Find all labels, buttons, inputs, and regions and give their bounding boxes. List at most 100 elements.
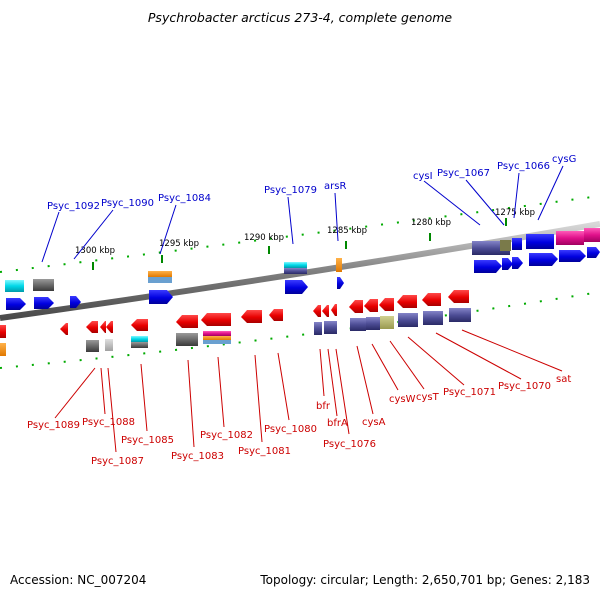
gene-block[interactable] <box>380 316 394 329</box>
gene-block[interactable] <box>512 238 522 250</box>
gene-label-psyc-1089[interactable]: Psyc_1089 <box>27 420 80 431</box>
kbp-label: 1290 kbp <box>244 233 284 243</box>
gene-arrow[interactable] <box>313 305 321 317</box>
gene-arrow[interactable] <box>559 250 586 262</box>
gene-block[interactable] <box>526 234 554 249</box>
gene-arrow[interactable] <box>529 253 558 266</box>
gene-arrow[interactable] <box>241 310 262 323</box>
gene-block[interactable] <box>398 313 418 327</box>
gene-block[interactable] <box>284 268 307 274</box>
gene-block[interactable] <box>176 333 198 346</box>
gene-label-psyc-1090[interactable]: Psyc_1090 <box>101 198 154 209</box>
gene-label-cysa[interactable]: cysA <box>362 417 386 428</box>
gene-arrow[interactable] <box>448 290 469 303</box>
gene-label-cysw[interactable]: cysW <box>389 394 416 405</box>
kbp-label: 1295 kbp <box>159 239 199 249</box>
gene-label-psyc-1066[interactable]: Psyc_1066 <box>497 161 550 172</box>
gene-arrow[interactable] <box>100 321 106 333</box>
gene-arrow[interactable] <box>86 321 98 333</box>
gene-block[interactable] <box>203 331 231 336</box>
gene-arrow[interactable] <box>201 313 231 326</box>
gene-label-psyc-1079[interactable]: Psyc_1079 <box>264 185 317 196</box>
gene-label-psyc-1070[interactable]: Psyc_1070 <box>498 381 551 392</box>
gene-arrow[interactable] <box>397 295 417 308</box>
gene-arrow[interactable] <box>322 305 329 317</box>
gene-label-psyc-1071[interactable]: Psyc_1071 <box>443 387 496 398</box>
gene-block[interactable] <box>5 280 24 292</box>
gene-label-psyc-1087[interactable]: Psyc_1087 <box>91 456 144 467</box>
gene-arrow[interactable] <box>422 293 441 306</box>
gene-label-psyc-1080[interactable]: Psyc_1080 <box>264 424 317 435</box>
gene-label-cysi[interactable]: cysI <box>413 171 433 182</box>
gene-arrow[interactable] <box>364 299 378 312</box>
gene-label-bfra[interactable]: bfrA <box>327 418 348 429</box>
gene-arrow[interactable] <box>349 300 363 313</box>
gene-block[interactable] <box>131 342 148 348</box>
gene-block[interactable] <box>350 318 366 331</box>
gene-arrow[interactable] <box>331 304 337 316</box>
gene-block[interactable] <box>148 277 172 283</box>
gene-label-psyc-1081[interactable]: Psyc_1081 <box>238 446 291 457</box>
gene-arrow[interactable] <box>474 260 502 273</box>
gene-label-psyc-1067[interactable]: Psyc_1067 <box>437 168 490 179</box>
gene-label-psyc-1085[interactable]: Psyc_1085 <box>121 435 174 446</box>
gene-arrow[interactable] <box>502 258 513 270</box>
gene-arrow[interactable] <box>337 277 344 289</box>
gene-block[interactable] <box>148 271 172 277</box>
gene-arrow[interactable] <box>106 321 113 333</box>
gene-block[interactable] <box>423 311 443 325</box>
gene-arrow[interactable] <box>34 297 54 309</box>
gene-label-sat[interactable]: sat <box>556 374 571 385</box>
kbp-label: 1300 kbp <box>75 246 115 256</box>
gene-block[interactable] <box>105 339 113 351</box>
forward-genes <box>5 228 600 310</box>
gene-block[interactable] <box>449 308 471 322</box>
gene-block[interactable] <box>314 322 322 335</box>
reverse-genes <box>0 290 471 356</box>
gene-block[interactable] <box>500 240 511 251</box>
gene-arrow[interactable] <box>6 298 26 310</box>
gene-arrow[interactable] <box>131 319 148 331</box>
gene-arrow[interactable] <box>0 325 6 338</box>
gene-block[interactable] <box>203 336 231 340</box>
gene-label-psyc-1088[interactable]: Psyc_1088 <box>82 417 135 428</box>
gene-arrow[interactable] <box>285 280 308 294</box>
topology-text: Topology: circular; Length: 2,650,701 bp… <box>260 573 590 587</box>
kbp-label: 1285 kbp <box>327 226 367 236</box>
gene-block[interactable] <box>336 258 342 272</box>
gene-block[interactable] <box>0 343 6 356</box>
gene-label-psyc-1092[interactable]: Psyc_1092 <box>47 201 100 212</box>
gene-arrow[interactable] <box>512 257 523 269</box>
kbp-label: 1280 kbp <box>411 218 451 228</box>
gene-block[interactable] <box>86 340 99 352</box>
reverse-leader-lines <box>54 329 563 453</box>
gene-block[interactable] <box>284 262 307 268</box>
gene-label-psyc-1084[interactable]: Psyc_1084 <box>158 193 211 204</box>
gene-label-psyc-1076[interactable]: Psyc_1076 <box>323 439 376 450</box>
gene-block[interactable] <box>366 317 380 330</box>
gene-block[interactable] <box>324 321 331 334</box>
gene-block[interactable] <box>203 340 231 344</box>
gene-label-bfr[interactable]: bfr <box>316 401 331 412</box>
gene-block[interactable] <box>33 279 54 291</box>
gene-arrow[interactable] <box>379 298 394 311</box>
gene-arrow[interactable] <box>176 315 198 328</box>
gene-label-psyc-1082[interactable]: Psyc_1082 <box>200 430 253 441</box>
gene-arrow[interactable] <box>60 323 68 335</box>
gene-label-cyst[interactable]: cysT <box>416 392 440 403</box>
gene-label-cysg[interactable]: cysG <box>552 154 576 165</box>
gene-arrow[interactable] <box>70 296 81 308</box>
gene-label-psyc-1083[interactable]: Psyc_1083 <box>171 451 224 462</box>
gene-arrow[interactable] <box>149 290 173 304</box>
gene-block[interactable] <box>584 228 600 242</box>
accession-text: Accession: NC_007204 <box>10 573 147 587</box>
gene-label-arsr[interactable]: arsR <box>324 181 346 192</box>
gene-arrow[interactable] <box>269 309 283 321</box>
gene-block[interactable] <box>131 336 148 342</box>
gene-block[interactable] <box>556 231 584 245</box>
gene-arrow[interactable] <box>587 247 600 258</box>
major-ticks <box>92 218 507 270</box>
forward-label-group: Psyc_1092 Psyc_1090 Psyc_1084 Psyc_1079 … <box>47 154 576 212</box>
gene-block[interactable] <box>331 321 337 334</box>
